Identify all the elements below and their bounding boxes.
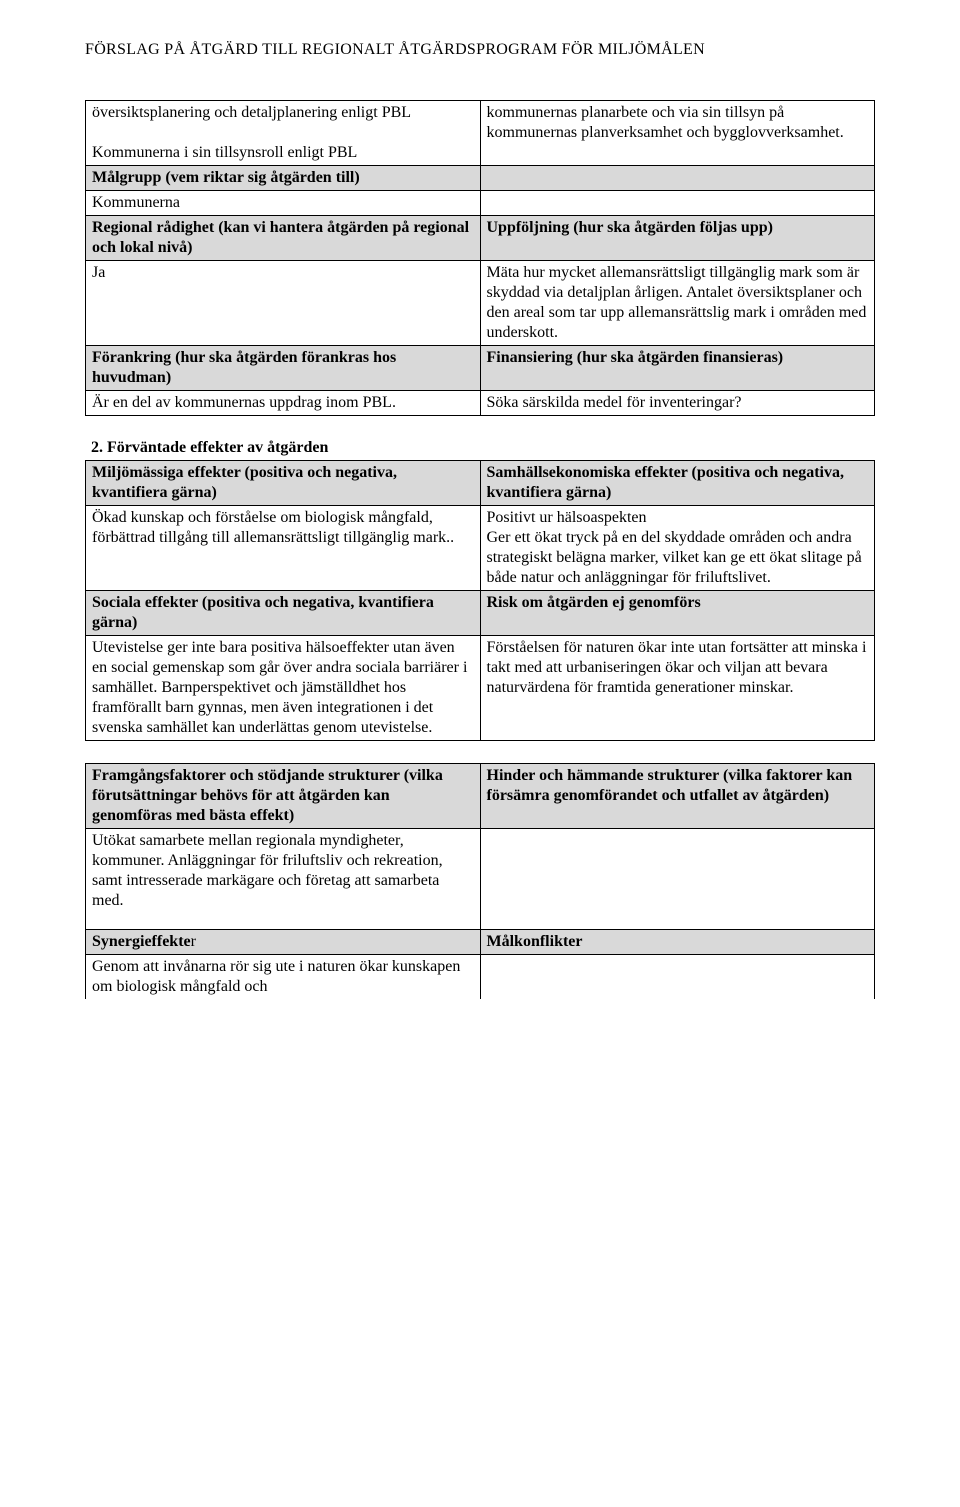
table-row: Framgångsfaktorer och stödjande struktur… xyxy=(86,764,875,829)
table-row: Regional rådighet (kan vi hantera åtgärd… xyxy=(86,216,875,261)
table-row: Förankring (hur ska åtgärden förankras h… xyxy=(86,346,875,391)
table-row: Utökat samarbete mellan regionala myndig… xyxy=(86,829,875,930)
table-row: Är en del av kommunernas uppdrag inom PB… xyxy=(86,391,875,416)
cell: Förståelsen för naturen ökar inte utan f… xyxy=(480,636,875,741)
cell: Ja xyxy=(86,261,481,346)
label-text: Synergieffekte xyxy=(92,933,191,950)
table-row: Utevistelse ger inte bara positiva hälso… xyxy=(86,636,875,741)
cell: Utökat samarbete mellan regionala myndig… xyxy=(86,829,481,930)
cell xyxy=(480,829,875,930)
table-row: Ja Mäta hur mycket allemansrättsligt til… xyxy=(86,261,875,346)
cell: Utevistelse ger inte bara positiva hälso… xyxy=(86,636,481,741)
table-row: Genom att invånarna rör sig ute i nature… xyxy=(86,955,875,1000)
cell xyxy=(480,955,875,1000)
table-row: Miljömässiga effekter (positiva och nega… xyxy=(86,461,875,506)
cell: Genom att invånarna rör sig ute i nature… xyxy=(86,955,481,1000)
cell: Ökad kunskap och förståelse om biologisk… xyxy=(86,506,481,591)
header-cell: Målkonflikter xyxy=(480,930,875,955)
table-row: Synergieffekter Målkonflikter xyxy=(86,930,875,955)
cell: Söka särskilda medel för inventeringar? xyxy=(480,391,875,416)
table-3: Framgångsfaktorer och stödjande struktur… xyxy=(85,763,875,999)
cell: Är en del av kommunernas uppdrag inom PB… xyxy=(86,391,481,416)
cell: kommunernas planarbete och via sin tills… xyxy=(480,101,875,166)
header-cell: Finansiering (hur ska åtgärden finansier… xyxy=(480,346,875,391)
cell xyxy=(480,191,875,216)
table-row: Ökad kunskap och förståelse om biologisk… xyxy=(86,506,875,591)
header-cell: Miljömässiga effekter (positiva och nega… xyxy=(86,461,481,506)
header-cell: Förankring (hur ska åtgärden förankras h… xyxy=(86,346,481,391)
table-2: Miljömässiga effekter (positiva och nega… xyxy=(85,460,875,741)
table-row: Sociala effekter (positiva och negativa,… xyxy=(86,591,875,636)
table-row: Målgrupp (vem riktar sig åtgärden till) xyxy=(86,166,875,191)
cell: Kommunerna xyxy=(86,191,481,216)
table-row: översiktsplanering och detaljplanering e… xyxy=(86,101,875,166)
table-1: översiktsplanering och detaljplanering e… xyxy=(85,100,875,416)
header-cell: Hinder och hämmande strukturer (vilka fa… xyxy=(480,764,875,829)
header-cell: Regional rådighet (kan vi hantera åtgärd… xyxy=(86,216,481,261)
label-suffix: r xyxy=(191,933,196,950)
header-cell: Risk om åtgärden ej genomförs xyxy=(480,591,875,636)
table-row: Kommunerna xyxy=(86,191,875,216)
header-cell: Målgrupp (vem riktar sig åtgärden till) xyxy=(86,166,481,191)
header-cell: Uppföljning (hur ska åtgärden följas upp… xyxy=(480,216,875,261)
header-cell: Sociala effekter (positiva och negativa,… xyxy=(86,591,481,636)
cell: Positivt ur hälsoaspekten Ger ett ökat t… xyxy=(480,506,875,591)
cell: översiktsplanering och detaljplanering e… xyxy=(86,101,481,166)
section-2-heading: 2. Förväntade effekter av åtgärden xyxy=(91,438,875,458)
page-title: FÖRSLAG PÅ ÅTGÄRD TILL REGIONALT ÅTGÄRDS… xyxy=(85,40,875,60)
header-cell: Framgångsfaktorer och stödjande struktur… xyxy=(86,764,481,829)
cell xyxy=(480,166,875,191)
header-cell: Samhällsekonomiska effekter (positiva oc… xyxy=(480,461,875,506)
cell: Mäta hur mycket allemansrättsligt tillgä… xyxy=(480,261,875,346)
header-cell: Synergieffekter xyxy=(86,930,481,955)
